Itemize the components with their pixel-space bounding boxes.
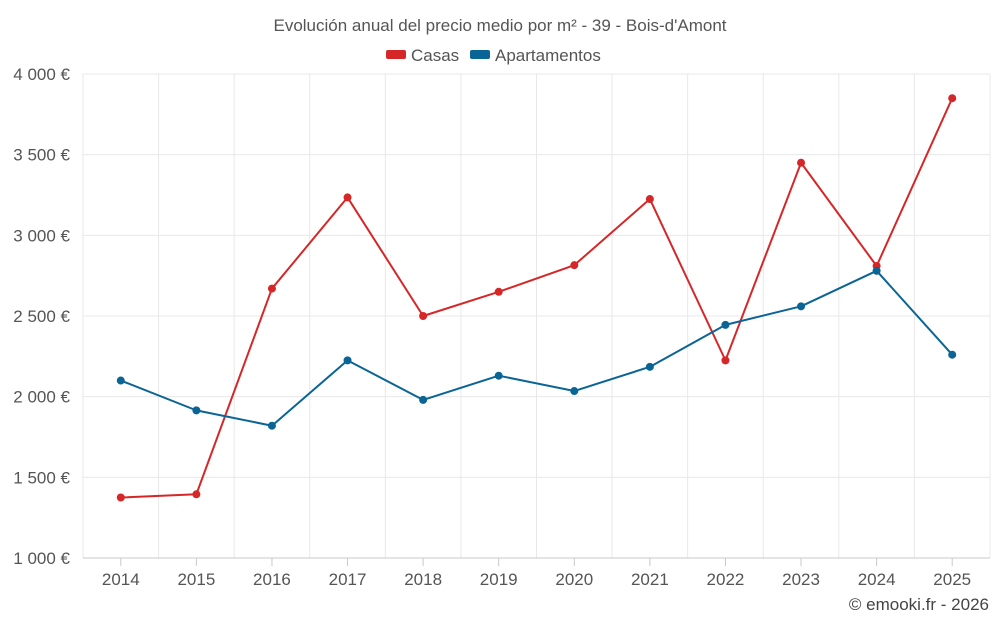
data-point-apartamentos[interactable] [872, 266, 881, 275]
series-line-casas [119, 97, 954, 499]
data-point-casas[interactable] [267, 284, 276, 293]
data-point-apartamentos[interactable] [797, 302, 806, 311]
x-tick-label: 2023 [782, 570, 820, 589]
y-tick-label: 2 500 € [13, 307, 70, 326]
data-point-apartamentos[interactable] [570, 387, 579, 396]
data-point-casas[interactable] [494, 287, 503, 296]
legend-swatch-apartamentos [470, 50, 490, 59]
x-tick-label: 2024 [858, 570, 896, 589]
data-point-casas[interactable] [570, 261, 579, 270]
series-casas [116, 94, 957, 502]
x-tick-label: 2020 [555, 570, 593, 589]
data-point-apartamentos[interactable] [494, 371, 503, 380]
data-point-apartamentos[interactable] [116, 376, 125, 385]
x-tick-label: 2017 [329, 570, 367, 589]
legend-item-casas[interactable]: Casas [386, 46, 459, 65]
legend-label-apartamentos: Apartamentos [495, 46, 601, 65]
x-tick-label: 2016 [253, 570, 291, 589]
data-point-casas[interactable] [948, 94, 957, 103]
data-point-apartamentos[interactable] [192, 406, 201, 415]
data-point-casas[interactable] [343, 193, 352, 202]
y-tick-label: 4 000 € [13, 65, 70, 84]
x-tick-label: 2025 [933, 570, 971, 589]
x-tick-label: 2019 [480, 570, 518, 589]
series-line-apartamentos [119, 269, 954, 427]
x-tick-label: 2021 [631, 570, 669, 589]
series-group [116, 94, 957, 502]
data-point-casas[interactable] [721, 356, 730, 365]
y-tick-label: 3 000 € [13, 226, 70, 245]
grid [82, 73, 991, 559]
x-axis-ticks: 2014 2015 2016 2017 2018 2019 2020 2021 2022 2023… [102, 558, 971, 589]
credit-text[interactable]: © emooki.fr - 2026 [849, 595, 989, 614]
data-point-casas[interactable] [192, 490, 201, 499]
legend: Casas Apartamentos [386, 46, 601, 65]
legend-label-casas: Casas [411, 46, 459, 65]
x-tick-label: 2014 [102, 570, 140, 589]
data-point-casas[interactable] [419, 312, 428, 320]
x-tick-label: 2018 [404, 570, 442, 589]
y-tick-label: 1 000 € [13, 549, 70, 568]
data-point-apartamentos[interactable] [419, 395, 428, 404]
y-axis-ticks: 1 000 € 1 500 € 2 000 € 2 500 € 3 000 € 3 500… [13, 65, 70, 568]
data-point-apartamentos[interactable] [343, 356, 352, 365]
x-tick-label: 2015 [177, 570, 215, 589]
data-point-apartamentos[interactable] [948, 350, 957, 359]
y-tick-label: 3 500 € [13, 146, 70, 165]
legend-swatch-casas [386, 50, 406, 59]
data-point-apartamentos[interactable] [645, 362, 654, 371]
y-tick-label: 2 000 € [13, 388, 70, 407]
x-tick-label: 2022 [707, 570, 745, 589]
data-point-casas[interactable] [645, 195, 654, 204]
chart-title: Evolución anual del precio medio por m² … [273, 16, 726, 35]
data-point-apartamentos[interactable] [721, 320, 730, 329]
data-point-casas[interactable] [116, 493, 125, 502]
y-tick-label: 1 500 € [13, 468, 70, 487]
data-point-apartamentos[interactable] [267, 421, 276, 430]
series-apartamentos [116, 266, 957, 430]
data-point-casas[interactable] [797, 158, 806, 167]
legend-item-apartamentos[interactable]: Apartamentos [470, 46, 601, 65]
